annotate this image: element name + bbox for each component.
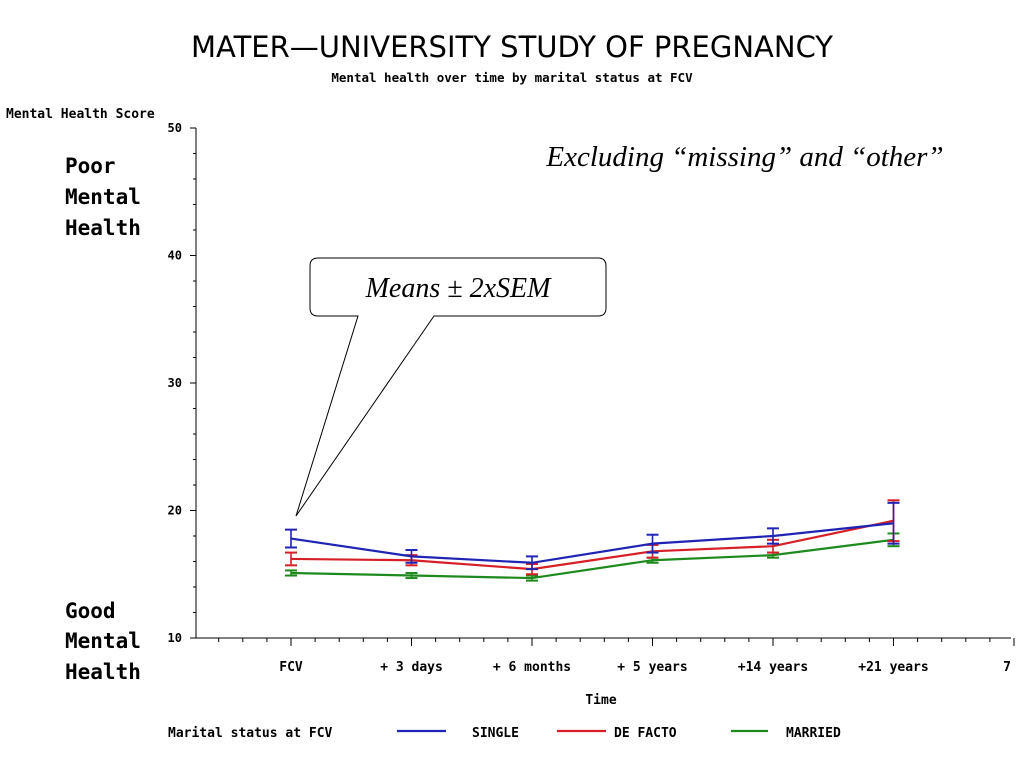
y-tick-label: 30 [168,376,182,390]
chart-title: MATER—UNIVERSITY STUDY OF PREGNANCY [191,30,833,64]
poor-line-3: Health [65,216,141,240]
x-axis-label: Time [585,693,616,708]
poor-line-2: Mental [65,185,141,209]
x-tick-label: +21 years [858,660,928,675]
poor-mental-health-label: Poor Mental Health [65,154,141,240]
legend-label-married: MARRIED [786,726,841,741]
y-tick-label: 40 [168,249,182,263]
x-tick-label: FCV [279,660,303,675]
legend-label-single: SINGLE [472,726,519,741]
good-line-3: Health [65,660,141,684]
poor-line-1: Poor [65,154,116,178]
good-line-1: Good [65,599,116,623]
x-axis-ticks: FCV + 3 days + 6 months + 5 years +14 years +… [219,638,1014,675]
legend: Marital status at FCV SINGLE DE FACTO MARR… [168,726,841,741]
y-tick-label: 50 [168,121,182,135]
callout-text: Means ± 2xSEM [365,273,553,304]
x-tick-label: + 5 years [617,660,687,675]
legend-label-de-facto: DE FACTO [614,726,677,741]
x-tick-label: + 6 months [493,660,571,675]
series-layer [285,500,900,580]
x-tick-label: 7 [1003,660,1011,675]
axes [196,128,1011,638]
exclusion-note: Excluding “missing” and “other” [545,141,943,173]
series-de-facto [285,500,900,574]
series-married [285,533,900,580]
legend-title: Marital status at FCV [168,726,333,741]
y-tick-label: 20 [168,504,182,518]
chart-subtitle: Mental health over time by marital statu… [331,70,693,85]
y-tick-label: 10 [168,631,182,645]
good-line-2: Mental [65,629,141,653]
series-line [291,523,894,563]
x-tick-label: +14 years [738,660,808,675]
good-mental-health-label: Good Mental Health [65,599,141,684]
y-axis-label: Mental Health Score [6,107,155,122]
x-tick-label: + 3 days [380,660,443,675]
y-axis-ticks: 10 20 30 40 50 [168,121,196,645]
series-line [291,521,894,569]
